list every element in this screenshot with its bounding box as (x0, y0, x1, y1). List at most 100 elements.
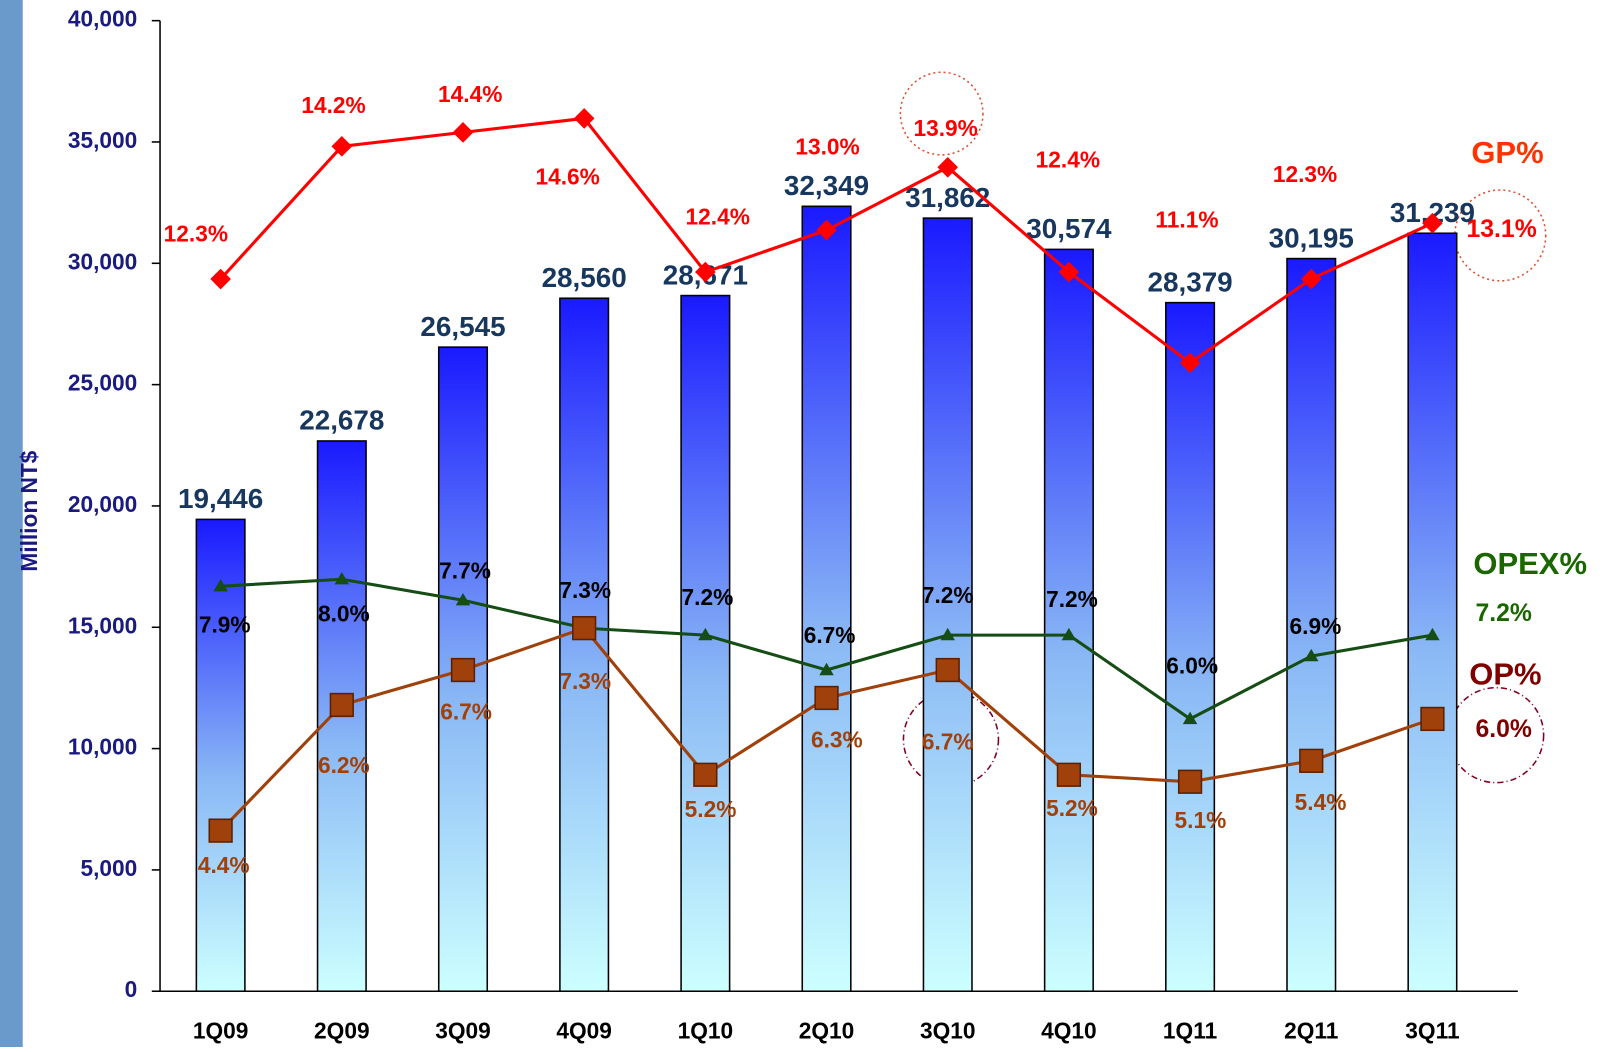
x-tick-label: 3Q10 (920, 1018, 976, 1044)
highlight-circle (1454, 189, 1547, 282)
bar-value-label: 32,349 (784, 170, 869, 201)
marker (450, 657, 476, 683)
bar (1407, 232, 1458, 993)
line-value-label: 12.4% (686, 203, 750, 229)
marker (1420, 706, 1445, 732)
y-tick-label: 10,000 (68, 734, 137, 760)
line-value-label: 14.2% (301, 92, 365, 118)
x-tick-label: 3Q09 (435, 1018, 491, 1044)
marker (452, 122, 474, 143)
series-label: OPEX% (1473, 546, 1587, 581)
marker (814, 685, 839, 711)
marker (1179, 352, 1201, 374)
line-value-label: 6.7% (922, 728, 974, 754)
line-value-label: 7.3% (559, 577, 611, 603)
line-value-label: 5.1% (1175, 807, 1227, 833)
line-value-label: 7.2% (1046, 586, 1098, 612)
y-tick-label: 15,000 (68, 612, 137, 638)
marker (1177, 769, 1203, 794)
bar-value-label: 26,545 (420, 311, 505, 342)
line-value-label: 6.9% (1290, 613, 1342, 639)
marker (1061, 627, 1077, 641)
marker (940, 627, 955, 641)
line-value-label: 6.3% (811, 726, 863, 752)
x-tick-label: 2Q10 (799, 1018, 855, 1044)
x-tick-label: 1Q11 (1163, 1018, 1217, 1044)
marker (331, 136, 353, 157)
series-label: OP% (1469, 657, 1541, 692)
bar (922, 217, 973, 993)
marker (937, 156, 959, 178)
marker (208, 818, 233, 843)
x-tick-label: 4Q09 (556, 1018, 612, 1044)
line-value-label: 12.3% (1273, 161, 1337, 187)
line-value-label: 5.2% (1046, 795, 1098, 821)
x-tick-label: 4Q10 (1041, 1018, 1097, 1044)
bar (680, 294, 731, 993)
bar-value-label: 28,560 (542, 262, 627, 293)
line-value-label: 6.0% (1475, 716, 1531, 743)
highlight-circle (902, 691, 1000, 788)
line-value-label: 7.2% (1475, 600, 1531, 627)
highlight-circle (899, 71, 984, 156)
bar (1043, 248, 1094, 993)
y-tick-label: 0 (125, 976, 138, 1002)
bar (801, 205, 852, 993)
line-value-label: 7.3% (559, 668, 611, 694)
marker (329, 692, 354, 718)
line-value-label: 12.3% (164, 221, 228, 247)
marker (455, 592, 471, 606)
line-value-label: 12.4% (1036, 147, 1100, 173)
marker (698, 627, 713, 641)
line-value-label: 7.7% (439, 557, 491, 583)
line-value-label: 5.4% (1295, 789, 1347, 815)
line-value-label: 7.2% (682, 584, 734, 610)
x-tick-label: 3Q11 (1405, 1018, 1459, 1044)
bar-value-label: 30,574 (1026, 213, 1112, 244)
line-value-label: 6.7% (804, 622, 856, 648)
bar-value-label: 19,446 (178, 483, 263, 514)
bar-value-label: 28,379 (1147, 266, 1232, 297)
bar-value-label: 31,862 (905, 182, 990, 213)
marker (210, 268, 231, 290)
bar-value-label: 22,678 (299, 405, 384, 436)
y-tick-label: 35,000 (68, 127, 137, 153)
line-value-label: 5.2% (685, 796, 737, 822)
x-tick-label: 1Q09 (193, 1018, 249, 1044)
bar (1165, 301, 1216, 993)
marker (1058, 261, 1080, 283)
line-value-label: 4.4% (198, 852, 250, 878)
y-axis-title: Million NT$ (16, 450, 42, 571)
marker (1425, 627, 1440, 641)
line-value-label: 7.9% (199, 612, 251, 638)
line-value-label: 14.4% (438, 81, 502, 107)
line-value-label: 6.0% (1166, 652, 1218, 678)
y-tick-label: 5,000 (80, 855, 137, 881)
y-tick-label: 25,000 (68, 370, 137, 396)
line-value-label: 13.1% (1467, 216, 1537, 243)
bar (559, 297, 610, 993)
line-value-label: 7.2% (922, 582, 974, 608)
x-tick-label: 2Q11 (1284, 1018, 1338, 1044)
marker (693, 762, 718, 787)
marker (1304, 648, 1319, 662)
series-label: GP% (1471, 135, 1543, 170)
marker (1056, 762, 1082, 787)
x-tick-label: 1Q10 (678, 1018, 734, 1044)
marker (334, 572, 350, 585)
line-value-label: 6.2% (318, 752, 370, 778)
marker (1422, 212, 1443, 234)
marker (1182, 711, 1198, 725)
y-tick-label: 30,000 (68, 248, 137, 274)
x-tick-label: 2Q09 (314, 1018, 370, 1044)
marker (695, 261, 716, 283)
marker (213, 579, 228, 592)
line-value-label: 8.0% (318, 600, 370, 626)
marker (1299, 748, 1324, 773)
bar-value-label: 30,195 (1269, 222, 1354, 253)
line-value-label: 11.1% (1155, 206, 1218, 232)
marker (572, 616, 597, 641)
marker (935, 657, 960, 683)
line-value-label: 14.6% (535, 163, 599, 189)
